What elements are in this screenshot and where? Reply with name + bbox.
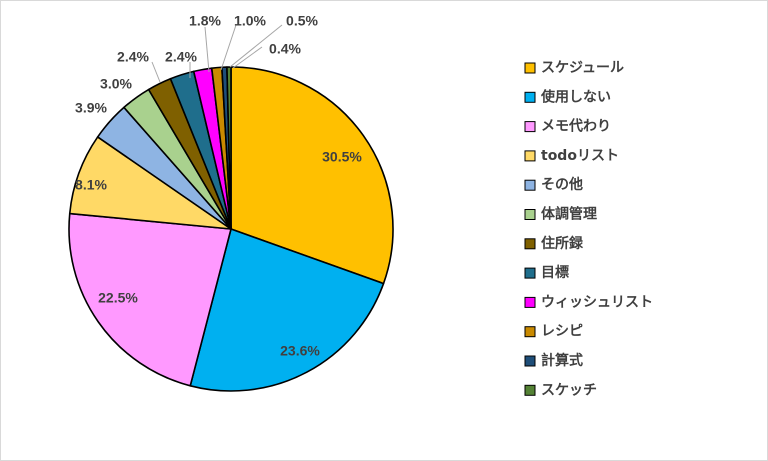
legend-swatch-6 (524, 238, 536, 250)
data-label-10: 0.5% (286, 13, 318, 29)
leader-line-10 (229, 24, 283, 68)
legend-label-2: メモ代わり (541, 118, 611, 135)
legend-label-0: スケジュール (541, 60, 624, 76)
legend-label-10: 計算式 (541, 352, 583, 369)
data-label-4: 3.9% (75, 100, 107, 116)
pie-slice-1 (189, 228, 385, 392)
legend-label-3: todoリスト (541, 148, 619, 164)
data-labels: 30.5% 23.6% 22.5% 8.1% 3.9% 3.0% 2.4% 2.4% 1.8% 1… (75, 13, 362, 359)
legend-swatch-10 (524, 355, 536, 367)
leader-line-8 (204, 26, 210, 73)
data-label-9: 1.0% (234, 13, 266, 29)
legend-label-11: スケッチ (541, 382, 597, 398)
leader-line-11 (232, 46, 263, 69)
legend-label-6: 住所録 (541, 235, 584, 252)
data-label-6: 2.4% (117, 49, 149, 65)
data-label-11: 0.4% (269, 41, 301, 57)
legend-swatch-8 (524, 296, 536, 308)
legend-swatch-1 (524, 91, 536, 103)
data-label-7: 2.4% (165, 49, 197, 65)
legend-swatch-5 (524, 209, 536, 220)
data-label-5: 3.0% (100, 76, 132, 92)
legend-label-9: レシピ (541, 324, 583, 340)
legend-swatch-2 (524, 121, 536, 133)
data-label-0: 30.5% (322, 149, 362, 165)
data-label-2: 22.5% (98, 290, 138, 306)
legend-swatch-0 (524, 62, 536, 74)
legend-swatch-11 (524, 384, 536, 396)
pie-slice-2 (68, 212, 232, 387)
leader-line-6 (151, 61, 161, 83)
legend-swatch-4 (524, 179, 536, 191)
legend-label-4: その他 (541, 176, 583, 193)
pie-slice-11 (226, 66, 232, 230)
data-label-3: 8.1% (75, 177, 107, 193)
legend-swatch-3 (524, 150, 536, 162)
pie-slices (68, 66, 394, 392)
legend-label-7: 目標 (541, 264, 569, 281)
legend-swatch-9 (524, 326, 536, 338)
legend-swatch-7 (524, 267, 536, 279)
data-label-8: 1.8% (189, 13, 221, 29)
legend-label-8: ウィッシュリスト (541, 294, 653, 310)
leader-line-9 (220, 24, 237, 71)
data-label-1: 23.6% (280, 343, 320, 359)
legend-label-1: 使用しない (540, 88, 611, 105)
pie-slice-0 (230, 66, 394, 285)
leader-lines (151, 24, 283, 83)
legend-label-5: 体調管理 (541, 206, 597, 223)
